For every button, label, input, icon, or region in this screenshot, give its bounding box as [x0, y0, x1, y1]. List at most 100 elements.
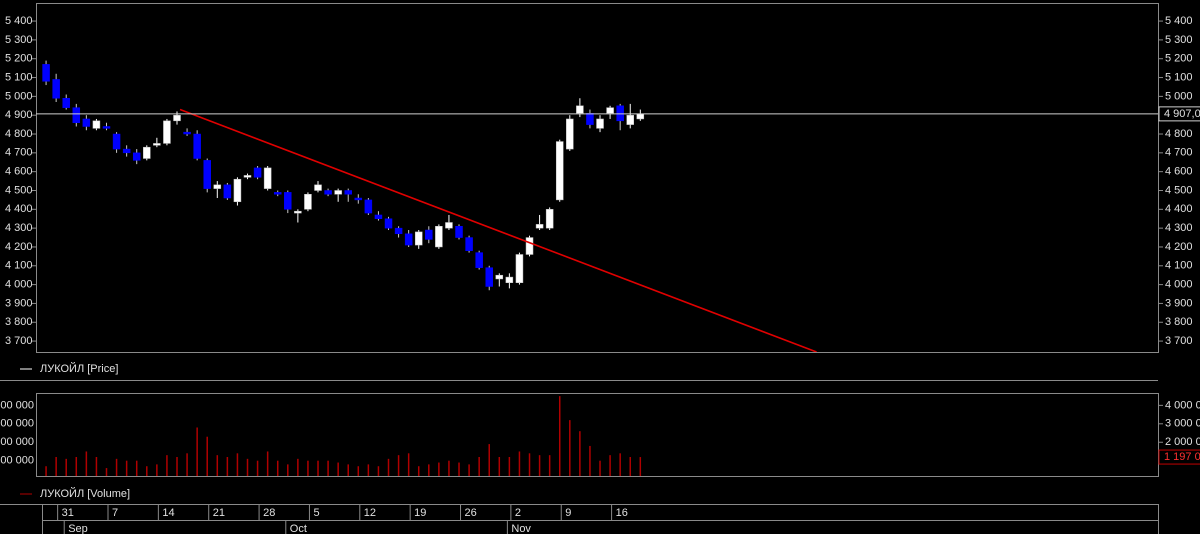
- y-tick-label: 1 000 000: [0, 455, 34, 467]
- candle-body: [525, 237, 534, 255]
- y-tick-label: 4 300: [1165, 222, 1193, 234]
- candle-body: [404, 233, 413, 246]
- candle-body: [213, 184, 222, 189]
- x-tick-label: 9: [565, 507, 571, 519]
- candle-body: [112, 133, 121, 150]
- volume-bar: [196, 427, 198, 476]
- current-price-box: [1158, 106, 1200, 122]
- month-label: Sep: [68, 523, 88, 534]
- candle-body: [42, 64, 50, 82]
- candle-body: [394, 227, 403, 235]
- volume-bar: [297, 458, 299, 476]
- candle-body: [223, 184, 232, 199]
- candle-body: [425, 229, 433, 240]
- candle-body: [52, 79, 60, 99]
- candle-body: [163, 120, 171, 144]
- y-tick-label: 3 700: [1165, 335, 1193, 347]
- volume-plot: [45, 396, 642, 476]
- candle-body: [555, 141, 564, 201]
- y-tick-label: 4 800: [1165, 128, 1193, 140]
- volume-bar: [478, 457, 480, 476]
- x-tick-label: 28: [263, 507, 275, 519]
- candle-body: [495, 274, 504, 280]
- x-tick-label: 31: [62, 507, 74, 519]
- candle-body: [586, 113, 594, 125]
- candle-body: [183, 131, 191, 135]
- candle-body: [354, 197, 363, 201]
- x-tick-label: 16: [616, 507, 628, 519]
- candle-body: [505, 276, 514, 283]
- volume-bar: [55, 457, 57, 476]
- candle-body: [576, 105, 584, 114]
- y-tick-label: 4 600: [5, 166, 33, 178]
- trendline: [179, 108, 817, 352]
- x-tick-label: 21: [213, 507, 225, 519]
- legend-label: ЛУКОЙЛ [Price]: [40, 362, 118, 375]
- legend-label: ЛУКОЙЛ [Volume]: [40, 487, 130, 500]
- candle-body: [102, 126, 111, 129]
- volume-bar: [226, 457, 229, 476]
- y-tick-label: 4 000 000: [0, 399, 34, 411]
- y-tick-label: 4 600: [1165, 166, 1193, 178]
- candle-body: [616, 105, 624, 122]
- candle-body: [233, 178, 242, 203]
- volume-bar: [206, 436, 208, 476]
- candle-body: [263, 167, 272, 189]
- volume-bar: [266, 451, 269, 476]
- y-tick-label: 4 300: [5, 222, 33, 234]
- volume-bar: [438, 462, 440, 476]
- volume-bar: [619, 453, 621, 476]
- volume-bar: [115, 458, 118, 476]
- candle-body: [636, 113, 645, 120]
- volume-bar: [307, 460, 309, 476]
- x-tick-label: 14: [162, 507, 174, 519]
- volume-bar: [458, 462, 460, 476]
- candle-body: [62, 98, 70, 108]
- volume-bar: [236, 453, 239, 476]
- y-tick-label: 3 700: [5, 335, 33, 347]
- current-volume-box: [1158, 449, 1200, 465]
- volume-bar: [468, 464, 470, 476]
- y-tick-label: 5 100: [1165, 71, 1193, 83]
- candle-body: [324, 190, 332, 195]
- volume-bar: [75, 457, 78, 476]
- volume-bar: [135, 460, 138, 476]
- volume-bar: [125, 460, 128, 476]
- volume-bar: [397, 455, 400, 476]
- volume-bar: [166, 455, 168, 476]
- candle-body: [173, 114, 181, 122]
- volume-bar: [508, 457, 511, 476]
- candle-body: [122, 148, 131, 154]
- candle-body: [485, 267, 493, 287]
- x-tick-label: 7: [112, 507, 118, 519]
- volume-bar: [639, 457, 642, 476]
- candle-body: [284, 192, 292, 210]
- y-tick-label: 5 200: [5, 53, 33, 65]
- candle-body: [82, 118, 91, 127]
- candle-body: [414, 231, 423, 246]
- volume-bar: [387, 458, 390, 476]
- volume-bar: [518, 451, 521, 476]
- candle-body: [72, 107, 81, 123]
- volume-bar: [377, 466, 380, 476]
- price-panel: [36, 3, 1159, 353]
- y-tick-label: 3 000 000: [0, 418, 34, 430]
- y-tick-label: 2 000 000: [0, 436, 34, 448]
- volume-bar: [448, 460, 450, 476]
- current-volume-label: 1 197 000: [1164, 451, 1200, 463]
- y-tick-label: 4 900: [5, 109, 33, 121]
- volume-bar: [146, 466, 148, 476]
- candle-body: [455, 226, 463, 238]
- y-tick-label: 4 700: [1165, 147, 1193, 159]
- candle-body: [384, 218, 393, 229]
- volume-bar: [367, 464, 370, 476]
- y-tick-label: 5 400: [5, 15, 33, 27]
- volume-bar: [589, 445, 591, 476]
- candle-body: [304, 194, 312, 210]
- y-tick-label: 4 700: [5, 147, 33, 159]
- volume-bar: [579, 431, 581, 476]
- candle-body: [465, 237, 473, 251]
- candle-body: [193, 133, 201, 159]
- y-tick-label: 4 100: [5, 260, 33, 272]
